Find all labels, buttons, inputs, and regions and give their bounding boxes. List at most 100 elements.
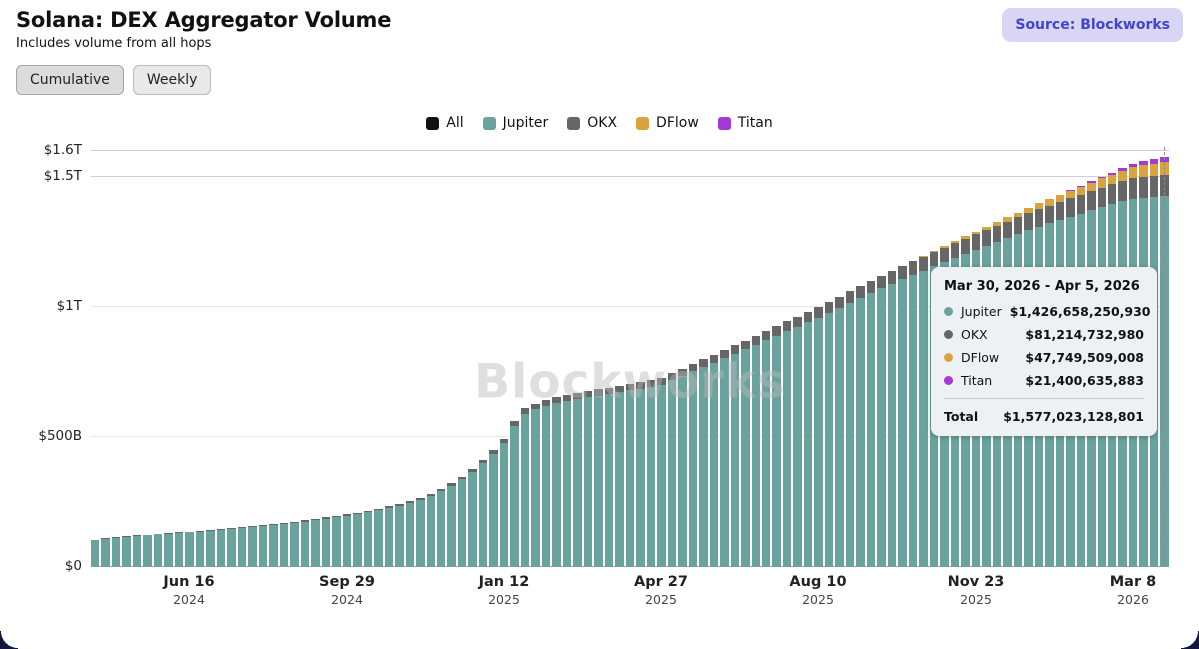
bar[interactable] [510, 421, 519, 567]
bar[interactable] [531, 403, 540, 567]
bar[interactable] [258, 524, 268, 567]
bar[interactable] [699, 359, 708, 567]
bar[interactable] [374, 508, 383, 567]
bar[interactable] [478, 459, 488, 567]
bar[interactable] [279, 522, 289, 567]
bar[interactable] [657, 377, 666, 567]
bar[interactable] [667, 373, 677, 567]
legend-item-okx[interactable]: OKX [567, 115, 617, 131]
bar[interactable] [405, 500, 415, 567]
bar[interactable] [845, 291, 855, 567]
bar[interactable] [300, 520, 310, 567]
bar[interactable] [751, 335, 760, 567]
bar[interactable] [164, 532, 173, 567]
bar[interactable] [814, 306, 823, 567]
bar[interactable] [174, 532, 184, 567]
bar[interactable] [835, 296, 844, 567]
bar[interactable] [720, 349, 729, 567]
bar[interactable] [856, 286, 865, 567]
bar[interactable] [919, 256, 928, 567]
bar[interactable] [143, 534, 152, 568]
bar[interactable] [709, 354, 719, 567]
bar[interactable] [311, 518, 320, 567]
bar[interactable] [541, 400, 551, 567]
bar[interactable] [321, 517, 331, 567]
bar[interactable] [646, 380, 656, 567]
bar[interactable] [122, 536, 131, 567]
bar[interactable] [91, 539, 100, 567]
bar-segment-jupiter [195, 531, 205, 567]
legend-item-dflow[interactable]: DFlow [636, 115, 699, 131]
bar[interactable] [237, 526, 247, 567]
bar[interactable] [342, 514, 352, 567]
bar[interactable] [730, 345, 740, 567]
bar[interactable] [824, 301, 834, 567]
bar[interactable] [101, 538, 110, 567]
page-corner-left [0, 631, 18, 649]
bar[interactable] [395, 503, 404, 567]
bar[interactable] [636, 382, 645, 567]
bar[interactable] [153, 533, 163, 567]
bar[interactable] [793, 316, 802, 567]
source-link[interactable]: Source: Blockworks [1002, 8, 1183, 42]
bar[interactable] [132, 535, 142, 567]
bar[interactable] [594, 389, 603, 567]
bar-segment-okx [814, 306, 823, 318]
bar[interactable] [898, 266, 907, 567]
bar-segment-okx [353, 512, 362, 515]
bar[interactable] [195, 530, 205, 567]
bar[interactable] [416, 497, 425, 567]
bar[interactable] [625, 383, 635, 567]
bar[interactable] [678, 368, 687, 567]
bar[interactable] [782, 321, 792, 567]
bar[interactable] [887, 271, 897, 567]
bar[interactable] [741, 340, 750, 568]
bar[interactable] [363, 510, 373, 567]
legend-item-titan[interactable]: Titan [717, 115, 773, 131]
view-toggle-cumulative[interactable]: Cumulative [16, 65, 124, 95]
bar[interactable] [762, 331, 771, 567]
bar[interactable] [248, 525, 257, 567]
bar[interactable] [290, 521, 299, 567]
legend-item-jupiter[interactable]: Jupiter [482, 115, 548, 131]
bar[interactable] [772, 326, 781, 567]
bar[interactable] [227, 528, 236, 567]
bar-segment-dflow [982, 226, 991, 230]
bar[interactable] [520, 408, 530, 567]
bar[interactable] [436, 488, 446, 567]
bar[interactable] [457, 476, 467, 568]
bar[interactable] [573, 393, 582, 567]
bar-segment-titan [1097, 176, 1106, 179]
bar[interactable] [489, 449, 498, 567]
bar[interactable] [583, 391, 593, 567]
bar[interactable] [866, 280, 876, 567]
bar[interactable] [216, 529, 226, 567]
bar[interactable] [111, 537, 121, 567]
bar[interactable] [332, 515, 341, 567]
bar-segment-jupiter [353, 514, 362, 567]
bar[interactable] [604, 387, 614, 567]
bar[interactable] [615, 385, 624, 567]
bar[interactable] [353, 512, 362, 567]
bar-segment-okx [384, 506, 394, 509]
bar-segment-okx [1045, 205, 1054, 224]
bar[interactable] [468, 468, 477, 567]
bar[interactable] [206, 530, 215, 567]
bar[interactable] [908, 261, 918, 567]
bar[interactable] [269, 523, 278, 567]
bar[interactable] [426, 493, 435, 567]
bar[interactable] [552, 397, 561, 567]
bar[interactable] [499, 439, 509, 567]
bar-segment-jupiter [845, 303, 855, 567]
bar[interactable] [447, 483, 456, 567]
bar[interactable] [185, 531, 194, 567]
bar[interactable] [803, 311, 813, 567]
bar[interactable] [562, 395, 572, 567]
bar[interactable] [877, 276, 886, 567]
bar-segment-okx [562, 395, 572, 401]
tooltip-total-row: Total $1,577,023,128,801 [944, 409, 1144, 424]
view-toggle-weekly[interactable]: Weekly [132, 65, 212, 95]
legend-item-all[interactable]: All [426, 115, 464, 131]
bar[interactable] [688, 363, 698, 567]
bar[interactable] [384, 506, 394, 567]
